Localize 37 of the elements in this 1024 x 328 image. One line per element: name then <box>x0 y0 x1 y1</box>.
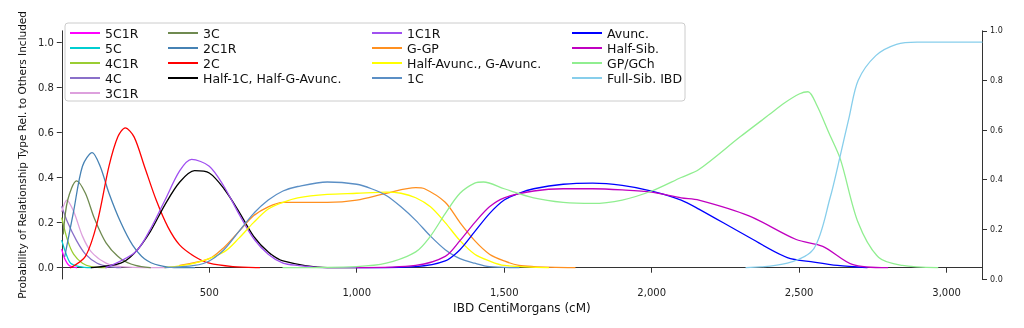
x-tick-label: 3,000 <box>932 286 961 298</box>
legend-label: Half-1C, Half-G-Avunc. <box>203 70 342 86</box>
y-tick-label: 0.2 <box>37 217 54 229</box>
legend-label: G-GP <box>407 40 440 56</box>
x-axis-title: IBD CentiMorgans (cM) <box>453 300 591 315</box>
y2-tick-label: 0.6 <box>990 125 1003 135</box>
legend-label: Avunc. <box>607 25 649 41</box>
x-tick-label: 1,000 <box>342 286 372 298</box>
y-axis-title: Probability of Relationship Type Rel. to Others Included <box>15 11 28 299</box>
legend-label: GP/GCh <box>607 55 655 71</box>
legend-label: 3C <box>203 25 220 41</box>
y-tick-label: 0.8 <box>37 81 54 93</box>
y-tick-label: 1.0 <box>37 36 54 48</box>
x-tick-label: 500 <box>199 286 219 298</box>
legend-label: 1C <box>407 70 424 86</box>
legend-label: 5C <box>105 40 122 56</box>
y2-tick-label: 0.8 <box>990 75 1003 85</box>
y-tick-label: 0.0 <box>37 262 54 274</box>
y2-tick-label: 0.4 <box>990 175 1003 185</box>
legend-label: 4C1R <box>105 55 139 71</box>
x-tick-label: 2,500 <box>784 286 814 298</box>
y2-tick-label: 1.0 <box>990 26 1003 36</box>
y-tick-label: 0.6 <box>37 126 54 138</box>
x-tick-label: 1,500 <box>489 286 519 298</box>
legend-label: 5C1R <box>105 25 139 41</box>
legend-label: Full-Sib. IBD <box>607 70 683 86</box>
y2-tick-label: 0.2 <box>990 224 1003 234</box>
legend-label: 2C1R <box>203 40 237 56</box>
legend-label: 1C1R <box>407 25 441 41</box>
x-tick-label: 2,000 <box>637 286 666 298</box>
legend-label: 3C1R <box>105 85 139 101</box>
y-tick-label: 0.4 <box>37 171 54 183</box>
legend-label: 2C <box>203 55 220 71</box>
legend-label: Half-Avunc., G-Avunc. <box>407 55 542 71</box>
legend-label: Half-Sib. <box>607 40 660 56</box>
y2-tick-label: 0.0 <box>990 274 1003 284</box>
legend-label: 4C <box>105 70 122 86</box>
